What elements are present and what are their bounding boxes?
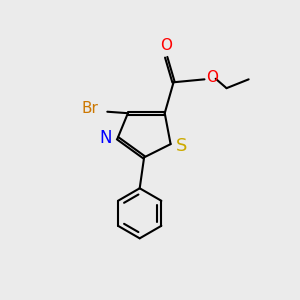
Text: O: O <box>160 38 172 53</box>
Text: S: S <box>176 136 187 154</box>
Text: Br: Br <box>82 101 98 116</box>
Text: N: N <box>100 129 112 147</box>
Text: O: O <box>206 70 218 86</box>
